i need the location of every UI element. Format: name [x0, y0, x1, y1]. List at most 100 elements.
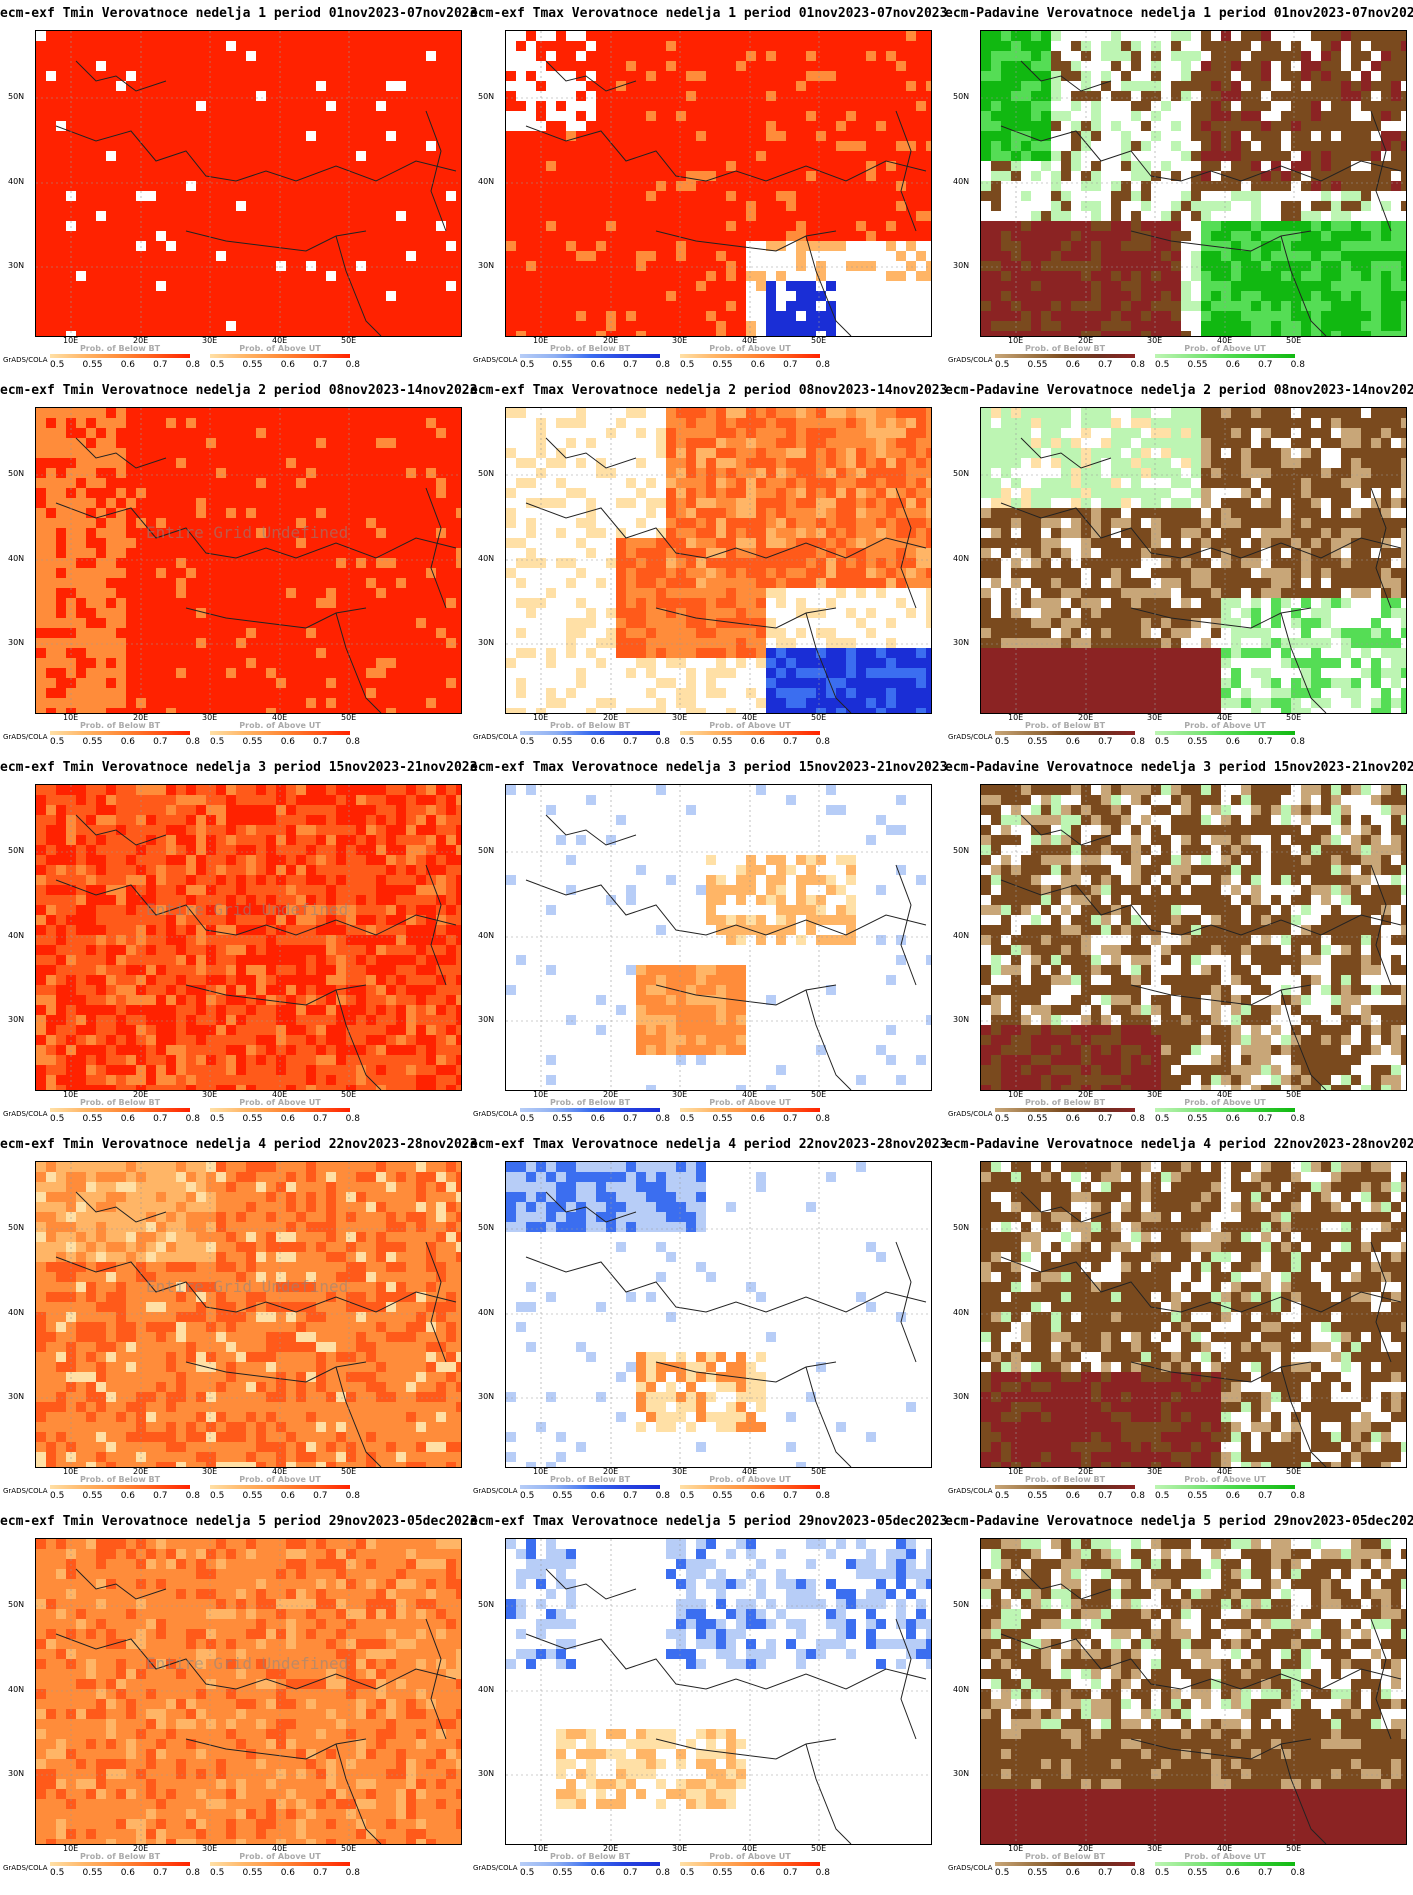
lon-label: 50E: [1286, 713, 1301, 722]
legend-color-bar: [1155, 354, 1295, 358]
legend-tick: 0.55: [242, 1114, 262, 1124]
legend-tick: 0.55: [1027, 1114, 1047, 1124]
legend-label: Prob. of Above UT: [210, 1098, 350, 1107]
legend-tick: 0.55: [1187, 1114, 1207, 1124]
lon-label: 50E: [1286, 1090, 1301, 1099]
legend-tick: 0.5: [520, 737, 534, 747]
lat-label: 50N: [478, 1223, 494, 1232]
legend-tick: 0.7: [153, 1868, 167, 1878]
lon-label: 20E: [133, 336, 148, 345]
map-canvas: [981, 408, 1406, 713]
legend-label: Prob. of Below BT: [50, 1852, 190, 1861]
lon-label: 20E: [603, 1844, 618, 1853]
undefined-grid-note: Entire Grid Undefined: [146, 1654, 348, 1673]
legend-tick: 0.8: [816, 1114, 830, 1124]
coastline: [1370, 110, 1392, 232]
legend-tick: 0.6: [751, 360, 765, 370]
forecast-panel: ecm-exf Tmax Verovatnoce nedelja 3 perio…: [470, 754, 947, 1131]
coastline: [1020, 1191, 1112, 1223]
color-legend: Prob. of Below BT 0.5 0.55 0.6 0.7 0.8: [995, 1852, 1145, 1882]
grads-credit: GrADS/COLA: [948, 356, 993, 364]
legend-color-bar: [50, 354, 190, 358]
color-legend: Prob. of Above UT 0.5 0.55 0.6 0.7 0.8: [210, 721, 360, 751]
color-legend: Prob. of Above UT 0.5 0.55 0.6 0.7 0.8: [1155, 1852, 1305, 1882]
map-canvas: [506, 1162, 931, 1467]
map-canvas: [981, 1162, 1406, 1467]
grads-credit: GrADS/COLA: [473, 1864, 518, 1872]
forecast-map: [980, 1538, 1407, 1845]
legend-tick: 0.55: [242, 360, 262, 370]
legend-color-bar: [50, 1108, 190, 1112]
coastline: [525, 502, 927, 559]
lon-label: 50E: [341, 336, 356, 345]
grads-credit: GrADS/COLA: [3, 356, 48, 364]
legend-label: Prob. of Above UT: [680, 721, 820, 730]
lon-label: 20E: [603, 1090, 618, 1099]
grads-credit: GrADS/COLA: [3, 1864, 48, 1872]
color-legend: Prob. of Above UT 0.5 0.55 0.6 0.7 0.8: [680, 1098, 830, 1128]
color-legend: Prob. of Above UT 0.5 0.55 0.6 0.7 0.8: [680, 1852, 830, 1882]
lon-label: 50E: [1286, 1467, 1301, 1476]
coastline: [805, 1366, 852, 1467]
coastline: [1130, 984, 1312, 1006]
legend-tick: 0.7: [313, 1491, 327, 1501]
lat-label: 50N: [8, 846, 24, 855]
legend-tick: 0.5: [995, 1491, 1009, 1501]
coastline: [185, 230, 367, 252]
lon-label: 10E: [63, 1467, 78, 1476]
lon-label: 20E: [133, 1090, 148, 1099]
legend-tick: 0.8: [1291, 737, 1305, 747]
legend-ticks: 0.5 0.55 0.6 0.7 0.8: [1155, 360, 1305, 370]
forecast-map: Entire Grid Undefined: [35, 407, 462, 714]
coastline: [1130, 607, 1312, 629]
lat-label: 30N: [953, 1015, 969, 1024]
legend-ticks: 0.5 0.55 0.6 0.7 0.8: [995, 360, 1145, 370]
coastline: [75, 60, 167, 92]
color-legend: Prob. of Below BT 0.5 0.55 0.6 0.7 0.8: [995, 1475, 1145, 1505]
coastline: [335, 1366, 382, 1467]
legend-label: Prob. of Above UT: [1155, 1475, 1295, 1484]
legend-tick: 0.7: [783, 1114, 797, 1124]
legend-tick: 0.8: [1291, 1114, 1305, 1124]
lat-label: 40N: [953, 931, 969, 940]
lon-label: 20E: [133, 713, 148, 722]
lon-label: 40E: [742, 1844, 757, 1853]
legend-tick: 0.6: [281, 1114, 295, 1124]
color-legend: Prob. of Below BT 0.5 0.55 0.6 0.7 0.8: [520, 1475, 670, 1505]
legend-tick: 0.8: [1291, 1491, 1305, 1501]
legend-tick: 0.7: [623, 1868, 637, 1878]
legend-tick: 0.6: [1226, 1114, 1240, 1124]
lon-label: 50E: [811, 713, 826, 722]
lat-label: 30N: [478, 638, 494, 647]
legend-tick: 0.6: [281, 1491, 295, 1501]
legend-ticks: 0.5 0.55 0.6 0.7 0.8: [520, 1114, 670, 1124]
map-canvas: [981, 785, 1406, 1090]
coastline: [1370, 1618, 1392, 1740]
lon-label: 10E: [533, 336, 548, 345]
lon-label: 50E: [811, 336, 826, 345]
legend-tick: 0.6: [1066, 737, 1080, 747]
forecast-panel: ecm-exf Tmax Verovatnoce nedelja 2 perio…: [470, 377, 947, 754]
legend-color-bar: [210, 1485, 350, 1489]
legend-tick: 0.55: [552, 1491, 572, 1501]
legend-color-bar: [210, 1862, 350, 1866]
grads-credit: GrADS/COLA: [3, 1487, 48, 1495]
legend-color-bar: [50, 731, 190, 735]
color-legend: Prob. of Below BT 0.5 0.55 0.6 0.7 0.8: [50, 721, 200, 751]
forecast-map: [980, 784, 1407, 1091]
legend-label: Prob. of Below BT: [520, 1098, 660, 1107]
coastline: [1000, 1633, 1402, 1690]
legend-label: Prob. of Above UT: [680, 1852, 820, 1861]
panel-title: ecm-exf Tmin Verovatnoce nedelja 4 perio…: [0, 1137, 477, 1152]
grads-credit: GrADS/COLA: [948, 733, 993, 741]
legend-tick: 0.6: [1066, 360, 1080, 370]
lon-label: 40E: [272, 336, 287, 345]
undefined-grid-note: Entire Grid Undefined: [146, 900, 348, 919]
coastline: [1130, 1361, 1312, 1383]
legend-label: Prob. of Below BT: [520, 344, 660, 353]
coastline: [185, 1361, 367, 1383]
legend-tick: 0.7: [1258, 1491, 1272, 1501]
coastline: [75, 814, 167, 846]
legend-color-bar: [210, 1108, 350, 1112]
lat-label: 50N: [953, 92, 969, 101]
